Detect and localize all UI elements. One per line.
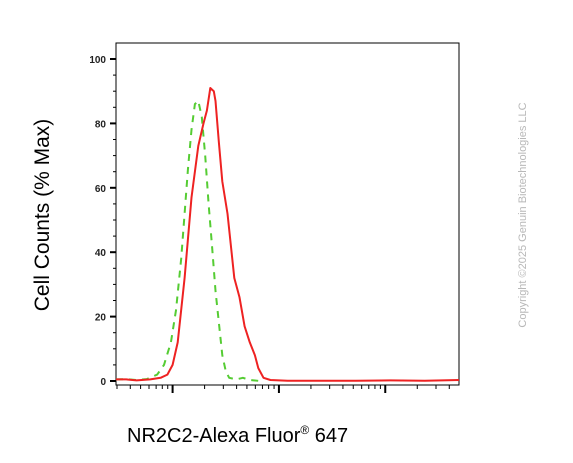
- y-tick-label: 100: [89, 55, 106, 66]
- y-tick-label: 80: [95, 119, 107, 130]
- plot-frame: [115, 42, 460, 386]
- x-axis: [116, 385, 450, 393]
- y-tick-label: 40: [95, 248, 107, 259]
- x-axis-label: NR2C2-Alexa Fluor® 647: [127, 423, 348, 447]
- x-axis-label-tail: 647: [309, 425, 348, 447]
- y-axis: 0 20 40 60 80 100: [89, 55, 116, 388]
- isotype-control-histogram: [115, 99, 261, 382]
- plot-area: [115, 42, 460, 386]
- x-axis-label-registered: ®: [300, 423, 309, 437]
- y-tick-label: 0: [100, 377, 106, 388]
- copyright-watermark: Copyright ©2025 Genuin Biotechnologies L…: [517, 102, 529, 327]
- y-axis-label: Cell Counts (% Max): [31, 119, 54, 312]
- x-axis-label-main: NR2C2-Alexa Fluor: [127, 425, 301, 447]
- y-tick-label: 20: [95, 313, 107, 324]
- y-tick-label: 60: [95, 184, 107, 195]
- sample-histogram: [116, 87, 460, 382]
- series-layer: [115, 87, 460, 382]
